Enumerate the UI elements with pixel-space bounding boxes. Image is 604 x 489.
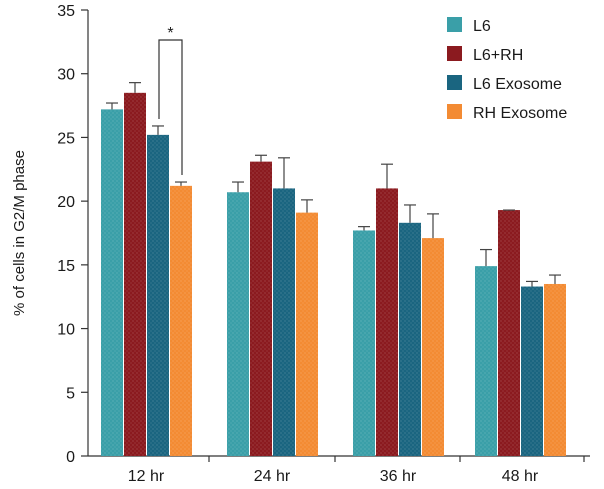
y-tick-label: 20 xyxy=(57,194,75,211)
y-tick-label: 35 xyxy=(57,3,75,20)
x-tick-label: 36 hr xyxy=(380,468,417,485)
legend-label: L6 xyxy=(473,18,491,35)
legend-swatch xyxy=(447,46,462,61)
legend-swatch xyxy=(447,17,462,32)
x-ticks: 12 hr 24 hr 36 hr 48 hr xyxy=(128,456,585,485)
annotations: * xyxy=(158,25,183,176)
significance-bracket xyxy=(158,39,183,176)
legend-swatch xyxy=(447,104,462,119)
y-axis-label: % of cells in G2/M phase xyxy=(11,150,28,316)
y-tick-label: 25 xyxy=(57,130,75,147)
bar-texture xyxy=(296,212,318,456)
bar-texture xyxy=(544,283,566,456)
bar-texture xyxy=(498,210,520,456)
significance-star: * xyxy=(167,25,173,42)
x-tick-label: 48 hr xyxy=(502,468,539,485)
bar-texture xyxy=(475,266,497,456)
y-tick-label: 0 xyxy=(66,449,75,466)
bar-texture xyxy=(376,188,398,456)
bar-texture xyxy=(124,92,146,456)
bar-texture xyxy=(147,134,169,456)
bar-texture xyxy=(422,238,444,456)
bar-texture xyxy=(399,222,421,456)
legend-label: RH Exosome xyxy=(473,105,567,122)
error-bars xyxy=(106,82,561,287)
x-tick-label: 24 hr xyxy=(254,468,291,485)
legend-swatch xyxy=(447,75,462,90)
bar-texture xyxy=(227,192,249,457)
bar-texture xyxy=(101,109,123,456)
y-tick-label: 30 xyxy=(57,67,75,84)
y-tick-label: 10 xyxy=(57,322,75,339)
y-ticks: 0 5 10 15 20 25 30 35 xyxy=(57,3,88,466)
bar-texture xyxy=(170,185,192,456)
legend: L6 L6+RH L6 Exosome RH Exosome xyxy=(447,17,567,122)
y-tick-label: 5 xyxy=(66,385,75,402)
y-tick-label: 15 xyxy=(57,258,75,275)
bar-texture xyxy=(250,161,272,456)
bar-texture xyxy=(353,230,375,456)
bar-texture xyxy=(521,286,543,456)
legend-label: L6+RH xyxy=(473,47,523,64)
x-tick-label: 12 hr xyxy=(128,468,165,485)
legend-label: L6 Exosome xyxy=(473,76,562,93)
bar-texture xyxy=(273,188,295,456)
bars xyxy=(101,92,566,457)
